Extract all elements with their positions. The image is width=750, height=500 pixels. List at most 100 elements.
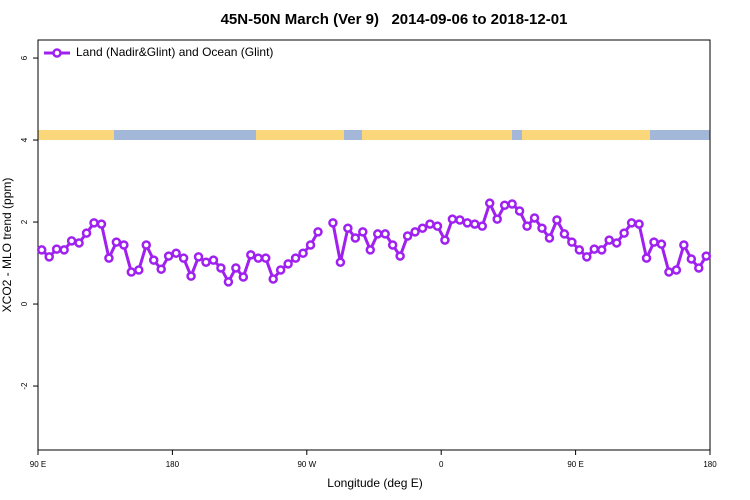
land-band <box>362 130 512 140</box>
x-tick-label: 180 <box>703 460 717 469</box>
data-point <box>552 215 562 225</box>
data-point <box>507 199 517 209</box>
y-tick-label: 0 <box>20 301 29 306</box>
data-point <box>126 267 137 277</box>
data-point <box>410 227 420 237</box>
data-point <box>679 240 689 250</box>
data-point <box>365 245 376 255</box>
data-point <box>51 244 62 254</box>
data-point <box>44 252 54 262</box>
data-point <box>156 264 166 274</box>
data-point <box>372 229 383 239</box>
y-tick-label: 6 <box>20 55 29 60</box>
data-point <box>492 214 502 224</box>
x-tick-label: 180 <box>166 460 180 469</box>
data-point <box>328 218 338 228</box>
x-tick-label: 90 W <box>297 460 316 469</box>
data-point <box>186 271 196 281</box>
data-point <box>425 219 435 229</box>
data-point <box>104 253 114 263</box>
data-point <box>529 213 540 223</box>
data-point <box>537 223 547 233</box>
data-point <box>499 200 510 210</box>
data-point <box>574 245 585 255</box>
data-point <box>343 223 353 233</box>
data-point <box>656 239 667 249</box>
data-point <box>701 251 712 261</box>
data-point <box>163 251 174 261</box>
data-point <box>462 218 473 228</box>
data-point <box>260 253 271 263</box>
data-point <box>305 240 316 250</box>
data-point <box>148 255 159 265</box>
data-point <box>626 218 637 228</box>
data-point <box>664 267 674 277</box>
land-band <box>38 130 114 140</box>
y-tick-label: 4 <box>20 137 29 142</box>
land-ocean-strip <box>38 130 710 140</box>
plot-frame <box>37 39 711 451</box>
data-point <box>686 254 697 264</box>
data-point <box>268 274 278 284</box>
x-axis-label: Longitude (deg E) <box>327 476 422 490</box>
data-point <box>387 240 398 250</box>
data-point <box>544 233 555 243</box>
data-point <box>231 263 241 273</box>
data-point <box>298 248 308 258</box>
data-point <box>275 265 286 275</box>
data-point <box>171 248 181 258</box>
data-point <box>634 219 644 229</box>
legend-swatch-point <box>52 48 62 58</box>
x-tick-label: 90 E <box>30 460 46 469</box>
legend-label: Land (Nadir&Glint) and Ocean (Glint) <box>76 45 273 59</box>
data-point <box>671 265 682 275</box>
data-point <box>694 263 704 273</box>
data-point <box>66 236 77 246</box>
data-point <box>216 263 226 273</box>
land-band <box>256 130 344 140</box>
data-point <box>567 237 577 247</box>
data-point <box>455 215 465 225</box>
y-tick-label: 2 <box>20 219 29 224</box>
y-tick-label: -2 <box>20 382 29 390</box>
data-point <box>253 253 264 263</box>
data-point <box>96 219 107 229</box>
data-point <box>619 228 629 238</box>
data-point <box>559 229 570 239</box>
data-point <box>119 240 129 250</box>
data-point <box>134 265 144 275</box>
data-point <box>649 237 659 247</box>
x-tick-label: 0 <box>439 460 444 469</box>
data-point <box>313 227 323 237</box>
x-tick-label: 90 E <box>567 460 583 469</box>
data-point <box>193 252 204 262</box>
land-band <box>522 130 650 140</box>
chart-title: 45N-50N March (Ver 9) 2014-09-06 to 2018… <box>221 11 568 28</box>
data-point <box>522 221 532 231</box>
data-point <box>283 259 293 269</box>
data-point <box>36 245 47 255</box>
data-point <box>208 255 219 265</box>
data-point <box>81 228 92 238</box>
legend: Land (Nadir&Glint) and Ocean (Glint) <box>44 45 273 59</box>
data-point <box>238 272 249 282</box>
data-point <box>440 235 450 245</box>
data-point <box>380 229 390 239</box>
data-point <box>470 219 480 229</box>
data-point <box>611 238 622 248</box>
data-point <box>335 257 346 267</box>
data-point <box>395 251 405 261</box>
data-point <box>402 231 413 241</box>
data-point <box>417 223 428 233</box>
data-point <box>89 218 99 228</box>
data-point <box>447 214 458 224</box>
data-point <box>589 244 600 254</box>
data-point <box>223 277 234 287</box>
data-point <box>141 240 152 250</box>
data-point <box>432 221 443 231</box>
data-point <box>358 227 368 237</box>
data-point <box>290 253 301 263</box>
data-point <box>246 250 256 260</box>
data-point <box>604 235 614 245</box>
